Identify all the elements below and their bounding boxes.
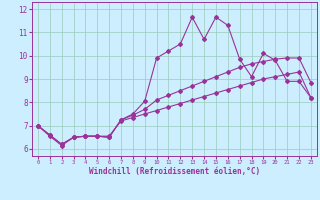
X-axis label: Windchill (Refroidissement éolien,°C): Windchill (Refroidissement éolien,°C) <box>89 167 260 176</box>
